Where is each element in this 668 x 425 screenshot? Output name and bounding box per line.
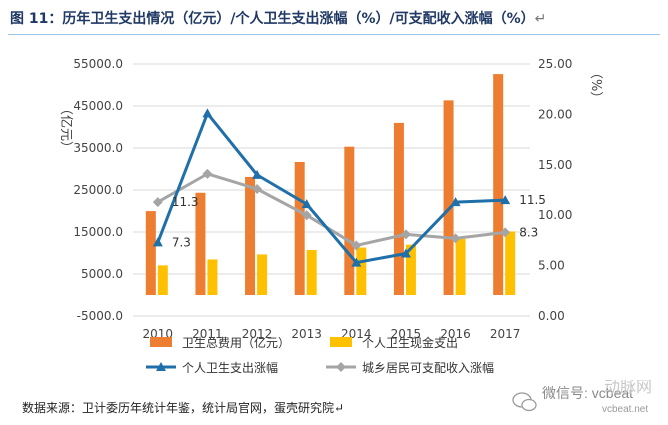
left-tick-5: 5000.0 — [81, 267, 123, 281]
bar-personal-2016 — [455, 238, 466, 295]
right-axis-label: （%） — [588, 66, 603, 104]
left-tick-6: -5000.0 — [77, 309, 123, 323]
left-tick-2: 35000.0 — [73, 141, 123, 155]
right-axis-ticks: 25.00 20.00 15.00 10.00 5.00 0.00 — [538, 57, 572, 323]
bar-total-2015 — [393, 122, 404, 295]
point-income-growth-2013 — [301, 210, 312, 221]
data-labels: 7.3 11.3 11.5 8.3 — [172, 193, 546, 249]
right-tick-0: 25.00 — [538, 57, 572, 71]
x-tick-2016: 2016 — [440, 327, 471, 341]
figure-title-text: 图 11：历年卫生支出情况（亿元）/个人卫生支出涨幅（%）/可支配收入涨幅（%） — [10, 11, 535, 27]
legend-marker-3 — [336, 362, 346, 372]
legend-label-1: 个人卫生现金支出 — [362, 335, 458, 350]
line-series-2 — [156, 111, 506, 265]
point-income-growth-2012 — [252, 183, 263, 194]
point-income-growth-2015 — [400, 229, 411, 240]
bar-personal-2012 — [257, 254, 268, 295]
bar-personal-2014 — [356, 247, 367, 295]
point-personal-growth-2016 — [450, 197, 461, 207]
point-personal-growth-2010 — [152, 237, 163, 247]
x-tick-2017: 2017 — [490, 327, 521, 341]
watermark-brand: 动脉网 — [604, 380, 652, 396]
watermark: 微信号: vcbeat 动脉网 vcbeat.net — [512, 380, 652, 415]
gridlines — [133, 63, 530, 317]
point-income-growth-2014 — [351, 240, 362, 251]
wechat-logo-icon — [512, 392, 537, 412]
paragraph-mark: ↵ — [534, 11, 547, 27]
point-income-growth-2016 — [450, 233, 461, 244]
legend-label-3: 城乡居民可支配收入涨幅 — [362, 360, 494, 375]
bar-total-2014 — [344, 146, 355, 295]
data-source-note: 数据来源：卫计委历年统计年鉴，统计局官网，蛋壳研究院↵ — [22, 401, 345, 415]
left-tick-3: 25000.0 — [73, 183, 123, 197]
legend-swatch-0 — [150, 337, 172, 347]
legend-marker-2 — [156, 362, 166, 371]
right-tick-4: 5.00 — [538, 259, 565, 273]
bar-total-2017 — [493, 74, 504, 295]
bar-total-2012 — [245, 176, 256, 295]
x-tick-2012: 2012 — [242, 327, 273, 341]
bar-total-2013 — [294, 161, 305, 295]
data-label-3: 8.3 — [519, 225, 538, 239]
bar-personal-2011 — [207, 259, 218, 295]
line-series — [152, 108, 511, 267]
left-axis-ticks: 55000.0 45000.0 35000.0 25000.0 15000.0 5000.… — [73, 57, 123, 323]
x-tick-2013: 2013 — [291, 327, 322, 341]
bar-total-2010 — [145, 211, 156, 295]
data-label-2: 11.5 — [519, 193, 546, 207]
figure-title: 图 11：历年卫生支出情况（亿元）/个人卫生支出涨幅（%）/可支配收入涨幅（%）… — [10, 8, 660, 28]
left-tick-1: 45000.0 — [73, 99, 123, 113]
point-personal-growth-2012 — [252, 169, 263, 179]
left-tick-0: 55000.0 — [73, 57, 123, 71]
legend-swatch-1 — [330, 337, 352, 347]
point-personal-growth-2011 — [202, 108, 213, 118]
legend-label-2: 个人卫生支出涨幅 — [182, 360, 278, 375]
x-tick-2011: 2011 — [192, 327, 223, 341]
bar-series — [145, 74, 516, 295]
bar-personal-2010 — [157, 265, 168, 295]
point-personal-growth-2014 — [351, 257, 362, 267]
right-tick-1: 20.00 — [538, 107, 572, 121]
bar-personal-2013 — [306, 249, 317, 295]
legend-label-0: 卫生总费用（亿元） — [182, 335, 290, 350]
line-series-3 — [157, 172, 506, 247]
watermark-wechat-id: 微信号: vcbeat — [542, 385, 633, 401]
right-tick-3: 10.00 — [538, 208, 572, 222]
watermark-site: vcbeat.net — [602, 404, 648, 415]
bar-personal-2017 — [505, 231, 516, 295]
data-label-1: 11.3 — [172, 195, 199, 209]
bar-total-2016 — [443, 100, 454, 295]
point-personal-growth-2017 — [500, 195, 511, 205]
point-income-growth-2017 — [500, 227, 511, 238]
right-tick-2: 15.00 — [538, 158, 572, 172]
x-tick-2015: 2015 — [391, 327, 422, 341]
point-personal-growth-2015 — [400, 248, 411, 258]
title-divider — [8, 34, 660, 35]
point-income-growth-2010 — [152, 197, 163, 208]
left-tick-4: 15000.0 — [73, 225, 123, 239]
left-axis-label: （亿元） — [58, 102, 73, 154]
point-personal-growth-2013 — [301, 199, 312, 209]
bar-personal-2015 — [405, 244, 416, 295]
right-tick-5: 0.00 — [538, 309, 565, 323]
combo-chart: 55000.0 45000.0 35000.0 25000.0 15000.0 5000.… — [58, 57, 603, 375]
point-income-growth-2011 — [202, 168, 213, 179]
bar-total-2011 — [195, 192, 206, 295]
data-label-0: 7.3 — [172, 235, 191, 249]
